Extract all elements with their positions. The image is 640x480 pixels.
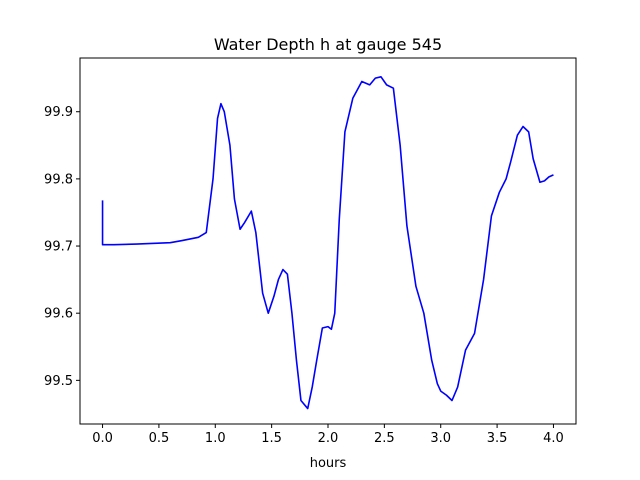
y-axis: 99.5 99.6 99.7 99.8 99.9 — [44, 105, 80, 389]
x-axis: 0.0 0.5 1.0 1.5 2.0 2.5 3.0 3.5 4.0 — [92, 424, 564, 446]
x-tick-label: 3.0 — [430, 431, 451, 446]
x-tick-label: 2.0 — [318, 431, 339, 446]
y-tick-label: 99.6 — [44, 307, 73, 322]
x-tick-label: 1.5 — [261, 431, 282, 446]
x-axis-label: hours — [310, 456, 347, 471]
x-tick-label: 1.0 — [205, 431, 226, 446]
y-tick-label: 99.9 — [44, 105, 73, 120]
x-tick-label: 0.5 — [149, 431, 170, 446]
y-tick-label: 99.7 — [44, 240, 73, 255]
x-tick-label: 2.5 — [374, 431, 395, 446]
x-tick-label: 0.0 — [92, 431, 113, 446]
x-tick-label: 3.5 — [487, 431, 508, 446]
y-tick-label: 99.8 — [44, 172, 73, 187]
series-line-0 — [101, 76, 554, 410]
x-tick-label: 4.0 — [543, 431, 564, 446]
plot-area — [101, 76, 554, 410]
chart-title: Water Depth h at gauge 545 — [214, 35, 442, 54]
y-tick-label: 99.5 — [44, 374, 73, 389]
